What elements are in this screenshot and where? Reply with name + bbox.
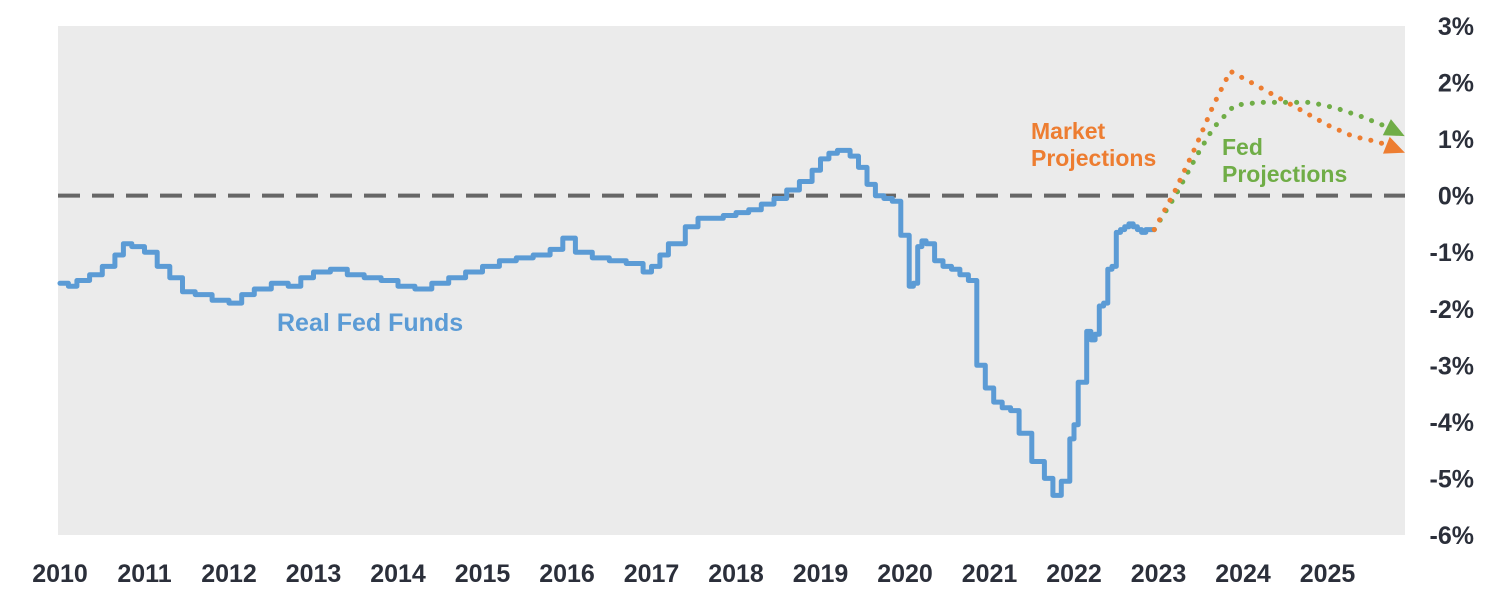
x-tick-label: 2010 <box>32 560 88 588</box>
fed-projections-label-line1: Fed <box>1222 134 1263 160</box>
x-tick-label: 2012 <box>201 560 257 588</box>
fed-projections-arrow <box>1382 119 1405 137</box>
plot-area <box>58 26 1405 535</box>
x-tick-label: 2017 <box>624 560 680 588</box>
x-tick-label: 2014 <box>370 560 426 588</box>
y-tick-label: -3% <box>1430 352 1474 380</box>
fed-projections-label-line2: Projections <box>1222 161 1347 187</box>
market-projections-label-line1: Market <box>1031 118 1105 144</box>
x-tick-label: 2023 <box>1131 560 1187 588</box>
y-tick-label: 3% <box>1438 13 1474 41</box>
y-tick-label: 0% <box>1438 183 1474 211</box>
x-tick-label: 2024 <box>1215 560 1271 588</box>
y-tick-label: -6% <box>1430 522 1474 550</box>
x-tick-label: 2018 <box>708 560 764 588</box>
market-projections-line <box>1151 67 1402 233</box>
x-tick-label: 2013 <box>286 560 342 588</box>
fed-projections-line <box>1151 99 1402 233</box>
y-tick-label: -5% <box>1430 465 1474 493</box>
y-tick-label: 2% <box>1438 70 1474 98</box>
y-tick-label: -2% <box>1430 296 1474 324</box>
x-tick-label: 2021 <box>962 560 1018 588</box>
x-tick-label: 2025 <box>1300 560 1356 588</box>
market-projections-label-line2: Projections <box>1031 145 1156 171</box>
market-projections-arrow <box>1383 136 1405 154</box>
x-tick-label: 2019 <box>793 560 849 588</box>
y-tick-label: -1% <box>1430 239 1474 267</box>
y-tick-label: -4% <box>1430 409 1474 437</box>
x-tick-label: 2011 <box>117 560 171 588</box>
y-tick-label: 1% <box>1438 126 1474 154</box>
x-tick-label: 2015 <box>455 560 511 588</box>
x-tick-label: 2022 <box>1046 560 1102 588</box>
x-tick-label: 2020 <box>877 560 933 588</box>
real-fed-funds-label: Real Fed Funds <box>277 309 463 337</box>
real-fed-funds-line <box>57 147 1157 498</box>
x-tick-label: 2016 <box>539 560 595 588</box>
